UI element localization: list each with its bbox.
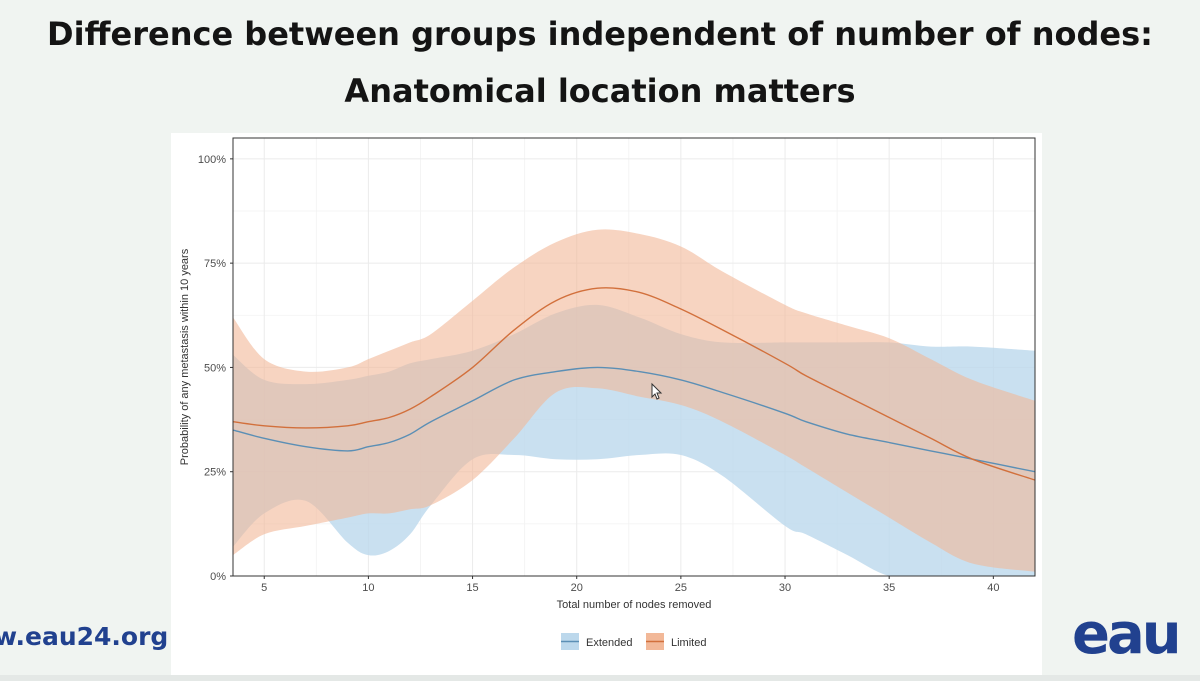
confidence-bands — [233, 229, 1035, 576]
slide-title: Difference between groups independent of… — [0, 6, 1200, 120]
x-tick-label: 5 — [261, 582, 267, 594]
x-tick-label: 35 — [883, 582, 895, 594]
chart-panel: 5 10 15 20 25 30 35 40 0% 25% 50% 75% 100% Total num… — [171, 133, 1042, 681]
confidence-band-limited — [233, 229, 1035, 572]
legend-label: Limited — [671, 637, 706, 649]
series-line-extended — [233, 366, 1035, 473]
bottom-strip — [0, 675, 1200, 681]
y-tick-label: 50% — [204, 362, 226, 374]
y-tick-label: 25% — [204, 467, 226, 479]
series-lines — [233, 287, 1035, 481]
line-chart: 5 10 15 20 25 30 35 40 0% 25% 50% 75% 100% Total num… — [179, 137, 1036, 650]
x-tick-label: 10 — [362, 582, 374, 594]
legend-item-extended: Extended — [561, 633, 632, 650]
y-tick-label: 0% — [210, 571, 226, 583]
axis-ticks: 5 10 15 20 25 30 35 40 0% 25% 50% 75% 100% — [198, 154, 1000, 594]
eau-logo-text: eau — [1072, 603, 1179, 665]
x-tick-label: 20 — [571, 582, 583, 594]
x-tick-label: 40 — [987, 582, 999, 594]
footer-url[interactable]: w.eau24.org — [0, 622, 169, 651]
legend-item-limited: Limited — [646, 633, 706, 650]
x-tick-label: 15 — [466, 582, 478, 594]
eau-logo: eau — [1072, 603, 1182, 665]
legend-label: Extended — [586, 637, 632, 649]
y-axis-label: Probability of any metastasis within 10 … — [179, 248, 191, 465]
slide-title-line-2: Anatomical location matters — [344, 72, 856, 110]
legend: Extended Limited — [561, 633, 706, 650]
slide-title-line-1: Difference between groups independent of… — [47, 15, 1153, 53]
mouse-cursor-icon — [651, 382, 663, 400]
y-tick-label: 100% — [198, 154, 226, 166]
x-tick-label: 30 — [779, 582, 791, 594]
plot-border — [232, 137, 1036, 577]
x-tick-label: 25 — [675, 582, 687, 594]
x-axis-label: Total number of nodes removed — [557, 599, 712, 611]
series-line-limited — [233, 287, 1035, 481]
y-tick-label: 75% — [204, 258, 226, 270]
